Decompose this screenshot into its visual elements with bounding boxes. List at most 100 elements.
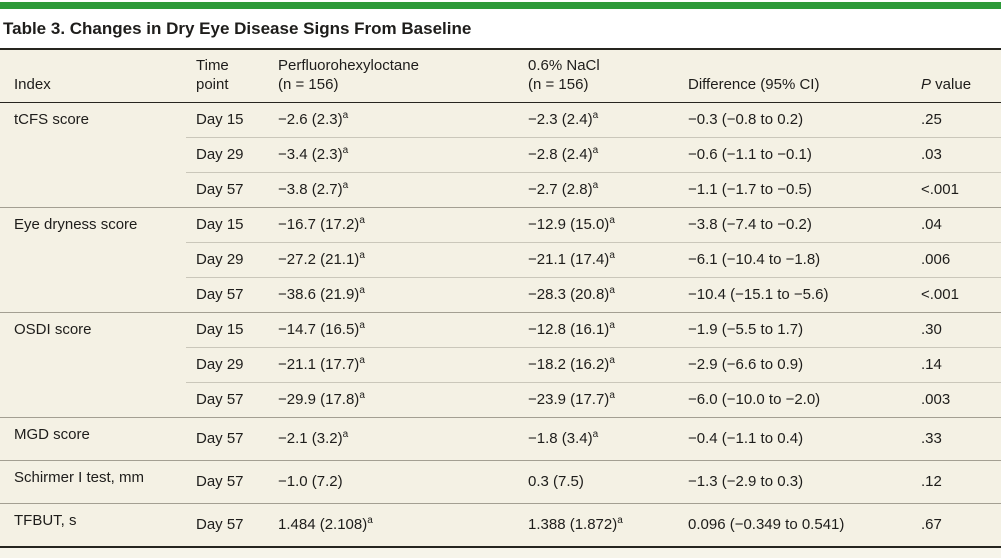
footnote-marker: a bbox=[359, 355, 365, 366]
cell-time-point: Day 29 bbox=[186, 242, 268, 278]
footnote-marker: a bbox=[609, 320, 615, 331]
row-group-label: OSDI score bbox=[0, 312, 186, 418]
cell-p-value: .14 bbox=[911, 347, 1001, 383]
table-body: tCFS score Day 15 −2.6 (2.3)a −2.3 (2.4)a −0… bbox=[0, 102, 1001, 547]
cell-perfluorohexyloctane: −3.8 (2.7)a bbox=[268, 172, 518, 208]
footnote-marker: a bbox=[592, 429, 599, 440]
cell-time-point: Day 57 bbox=[186, 277, 268, 313]
table-row: TFBUT, s Day 57 1.484 (2.108)a 1.388 (1.872… bbox=[0, 503, 1001, 547]
cell-p-value: <.001 bbox=[911, 172, 1001, 208]
cell-difference: −6.0 (−10.0 to −2.0) bbox=[678, 382, 911, 418]
cell-nacl: −2.8 (2.4)a bbox=[518, 137, 678, 173]
footnote-marker: a bbox=[359, 215, 365, 226]
cell-time-point: Day 57 bbox=[186, 460, 268, 504]
footnote-marker: a bbox=[609, 250, 615, 261]
cell-perfluorohexyloctane: 1.484 (2.108)a bbox=[268, 503, 518, 547]
footnote-marker: a bbox=[359, 250, 365, 261]
cell-time-point: Day 57 bbox=[186, 172, 268, 208]
cell-time-point: Day 57 bbox=[186, 503, 268, 547]
table-row: Day 57 −38.6 (21.9)a −28.3 (20.8)a −10.4 (−… bbox=[0, 277, 1001, 313]
cell-p-value: .04 bbox=[911, 207, 1001, 243]
cell-time-point: Day 29 bbox=[186, 137, 268, 173]
cell-perfluorohexyloctane: −2.6 (2.3)a bbox=[268, 102, 518, 138]
cell-p-value: .25 bbox=[911, 102, 1001, 138]
cell-perfluorohexyloctane: −2.1 (3.2)a bbox=[268, 417, 518, 461]
cell-nacl: 0.3 (7.5) bbox=[518, 460, 678, 504]
footnote-marker: a bbox=[342, 110, 349, 121]
table-row: Day 29 −3.4 (2.3)a −2.8 (2.4)a −0.6 (−1.1 t… bbox=[0, 137, 1001, 173]
header-row: Index Time point Perfluorohexyloctane (n = 1… bbox=[0, 49, 1001, 103]
footnote-marker: a bbox=[342, 180, 349, 191]
table-row: Day 57 −3.8 (2.7)a −2.7 (2.8)a −1.1 (−1.7 t… bbox=[0, 172, 1001, 208]
column-header-nacl: 0.6% NaCl (n = 156) bbox=[518, 49, 678, 103]
row-group-label: Eye dryness score bbox=[0, 207, 186, 313]
column-header-p-value: P value bbox=[911, 49, 1001, 103]
cell-perfluorohexyloctane: −38.6 (21.9)a bbox=[268, 277, 518, 313]
cell-difference: −10.4 (−15.1 to −5.6) bbox=[678, 277, 911, 313]
footnote-marker: a bbox=[592, 145, 599, 156]
cell-difference: −6.1 (−10.4 to −1.8) bbox=[678, 242, 911, 278]
cell-time-point: Day 57 bbox=[186, 382, 268, 418]
footnote-marker: a bbox=[359, 320, 365, 331]
column-header-perfluorohexyloctane: Perfluorohexyloctane (n = 156) bbox=[268, 49, 518, 103]
cell-difference: 0.096 (−0.349 to 0.541) bbox=[678, 503, 911, 547]
table-header: Index Time point Perfluorohexyloctane (n = 1… bbox=[0, 49, 1001, 103]
table-footer-strip bbox=[0, 548, 1001, 558]
cell-p-value: .30 bbox=[911, 312, 1001, 348]
table-row: Day 29 −21.1 (17.7)a −18.2 (16.2)a −2.9 (−6… bbox=[0, 347, 1001, 383]
cell-nacl: −2.3 (2.4)a bbox=[518, 102, 678, 138]
footnote-marker: a bbox=[342, 145, 349, 156]
row-group-label: tCFS score bbox=[0, 102, 186, 208]
cell-perfluorohexyloctane: −14.7 (16.5)a bbox=[268, 312, 518, 348]
footnote-marker: a bbox=[609, 355, 615, 366]
cell-nacl: −18.2 (16.2)a bbox=[518, 347, 678, 383]
cell-perfluorohexyloctane: −16.7 (17.2)a bbox=[268, 207, 518, 243]
cell-difference: −3.8 (−7.4 to −0.2) bbox=[678, 207, 911, 243]
cell-p-value: .006 bbox=[911, 242, 1001, 278]
cell-nacl: −2.7 (2.8)a bbox=[518, 172, 678, 208]
cell-time-point: Day 57 bbox=[186, 417, 268, 461]
cell-p-value: <.001 bbox=[911, 277, 1001, 313]
footnote-marker: a bbox=[609, 390, 615, 401]
footnote-marker: a bbox=[592, 180, 599, 191]
table-row: Schirmer I test, mm Day 57 −1.0 (7.2) 0.3 (… bbox=[0, 460, 1001, 504]
cell-difference: −1.3 (−2.9 to 0.3) bbox=[678, 460, 911, 504]
footnote-marker: a bbox=[367, 515, 373, 526]
cell-perfluorohexyloctane: −27.2 (21.1)a bbox=[268, 242, 518, 278]
cell-difference: −2.9 (−6.6 to 0.9) bbox=[678, 347, 911, 383]
cell-p-value: .67 bbox=[911, 503, 1001, 547]
row-group-label: TFBUT, s bbox=[0, 503, 186, 547]
footnote-marker: a bbox=[617, 515, 623, 526]
table-row: MGD score Day 57 −2.1 (3.2)a −1.8 (3.4)a −0.… bbox=[0, 417, 1001, 461]
cell-perfluorohexyloctane: −3.4 (2.3)a bbox=[268, 137, 518, 173]
cell-nacl: −12.9 (15.0)a bbox=[518, 207, 678, 243]
cell-nacl: −23.9 (17.7)a bbox=[518, 382, 678, 418]
cell-time-point: Day 15 bbox=[186, 312, 268, 348]
cell-p-value: .33 bbox=[911, 417, 1001, 461]
footnote-marker: a bbox=[609, 285, 615, 296]
cell-difference: −0.4 (−1.1 to 0.4) bbox=[678, 417, 911, 461]
dry-eye-signs-table: Index Time point Perfluorohexyloctane (n = 1… bbox=[0, 48, 1001, 548]
table-title: Table 3. Changes in Dry Eye Disease Sign… bbox=[3, 19, 472, 38]
cell-nacl: −1.8 (3.4)a bbox=[518, 417, 678, 461]
cell-p-value: .003 bbox=[911, 382, 1001, 418]
table-row: OSDI score Day 15 −14.7 (16.5)a −12.8 (16.1… bbox=[0, 312, 1001, 418]
table-row: Day 29 −27.2 (21.1)a −21.1 (17.4)a −6.1 (−1… bbox=[0, 242, 1001, 278]
footnote-marker: a bbox=[342, 429, 349, 440]
footnote-marker: a bbox=[359, 285, 365, 296]
cell-p-value: .12 bbox=[911, 460, 1001, 504]
cell-perfluorohexyloctane: −21.1 (17.7)a bbox=[268, 347, 518, 383]
table-row: tCFS score Day 15 −2.6 (2.3)a −2.3 (2.4)a −0… bbox=[0, 102, 1001, 208]
column-header-index: Index bbox=[0, 49, 186, 103]
cell-p-value: .03 bbox=[911, 137, 1001, 173]
cell-perfluorohexyloctane: −1.0 (7.2) bbox=[268, 460, 518, 504]
cell-difference: −0.6 (−1.1 to −0.1) bbox=[678, 137, 911, 173]
cell-nacl: −21.1 (17.4)a bbox=[518, 242, 678, 278]
row-group-label: Schirmer I test, mm bbox=[0, 460, 186, 504]
footnote-marker: a bbox=[592, 110, 599, 121]
column-header-time-point: Time point bbox=[186, 49, 268, 103]
cell-time-point: Day 15 bbox=[186, 207, 268, 243]
table-row: Eye dryness score Day 15 −16.7 (17.2)a −12.… bbox=[0, 207, 1001, 313]
cell-perfluorohexyloctane: −29.9 (17.8)a bbox=[268, 382, 518, 418]
